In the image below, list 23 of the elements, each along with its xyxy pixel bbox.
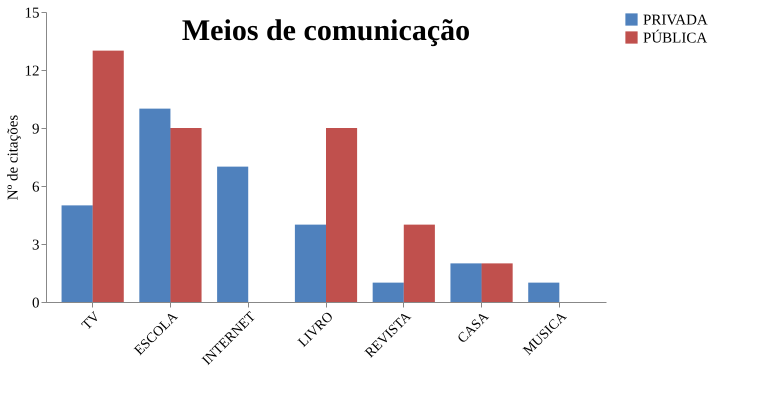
chart-title: Meios de comunicação — [182, 14, 470, 47]
y-tick-label: 3 — [32, 238, 40, 254]
y-tick-label: 15 — [24, 6, 40, 22]
legend-label: PRIVADA — [643, 12, 708, 28]
bar — [372, 282, 404, 302]
bar — [528, 282, 560, 302]
bar — [450, 263, 482, 302]
y-tick-label: 9 — [32, 122, 40, 138]
bar — [294, 224, 326, 302]
bar — [404, 224, 435, 302]
y-axis-title: Nº de citações — [6, 114, 22, 200]
bar — [170, 128, 202, 302]
bar — [92, 50, 124, 302]
y-tick-label: 12 — [24, 64, 40, 80]
bar — [62, 205, 93, 302]
y-tick-label: 6 — [32, 180, 40, 196]
legend-label: PÚBLICA — [643, 30, 708, 46]
bar — [482, 263, 513, 302]
x-tick-label: TV — [79, 310, 104, 334]
bar — [139, 108, 170, 302]
bar — [326, 128, 358, 302]
y-tick-label: 0 — [32, 296, 40, 312]
bar — [217, 166, 248, 302]
